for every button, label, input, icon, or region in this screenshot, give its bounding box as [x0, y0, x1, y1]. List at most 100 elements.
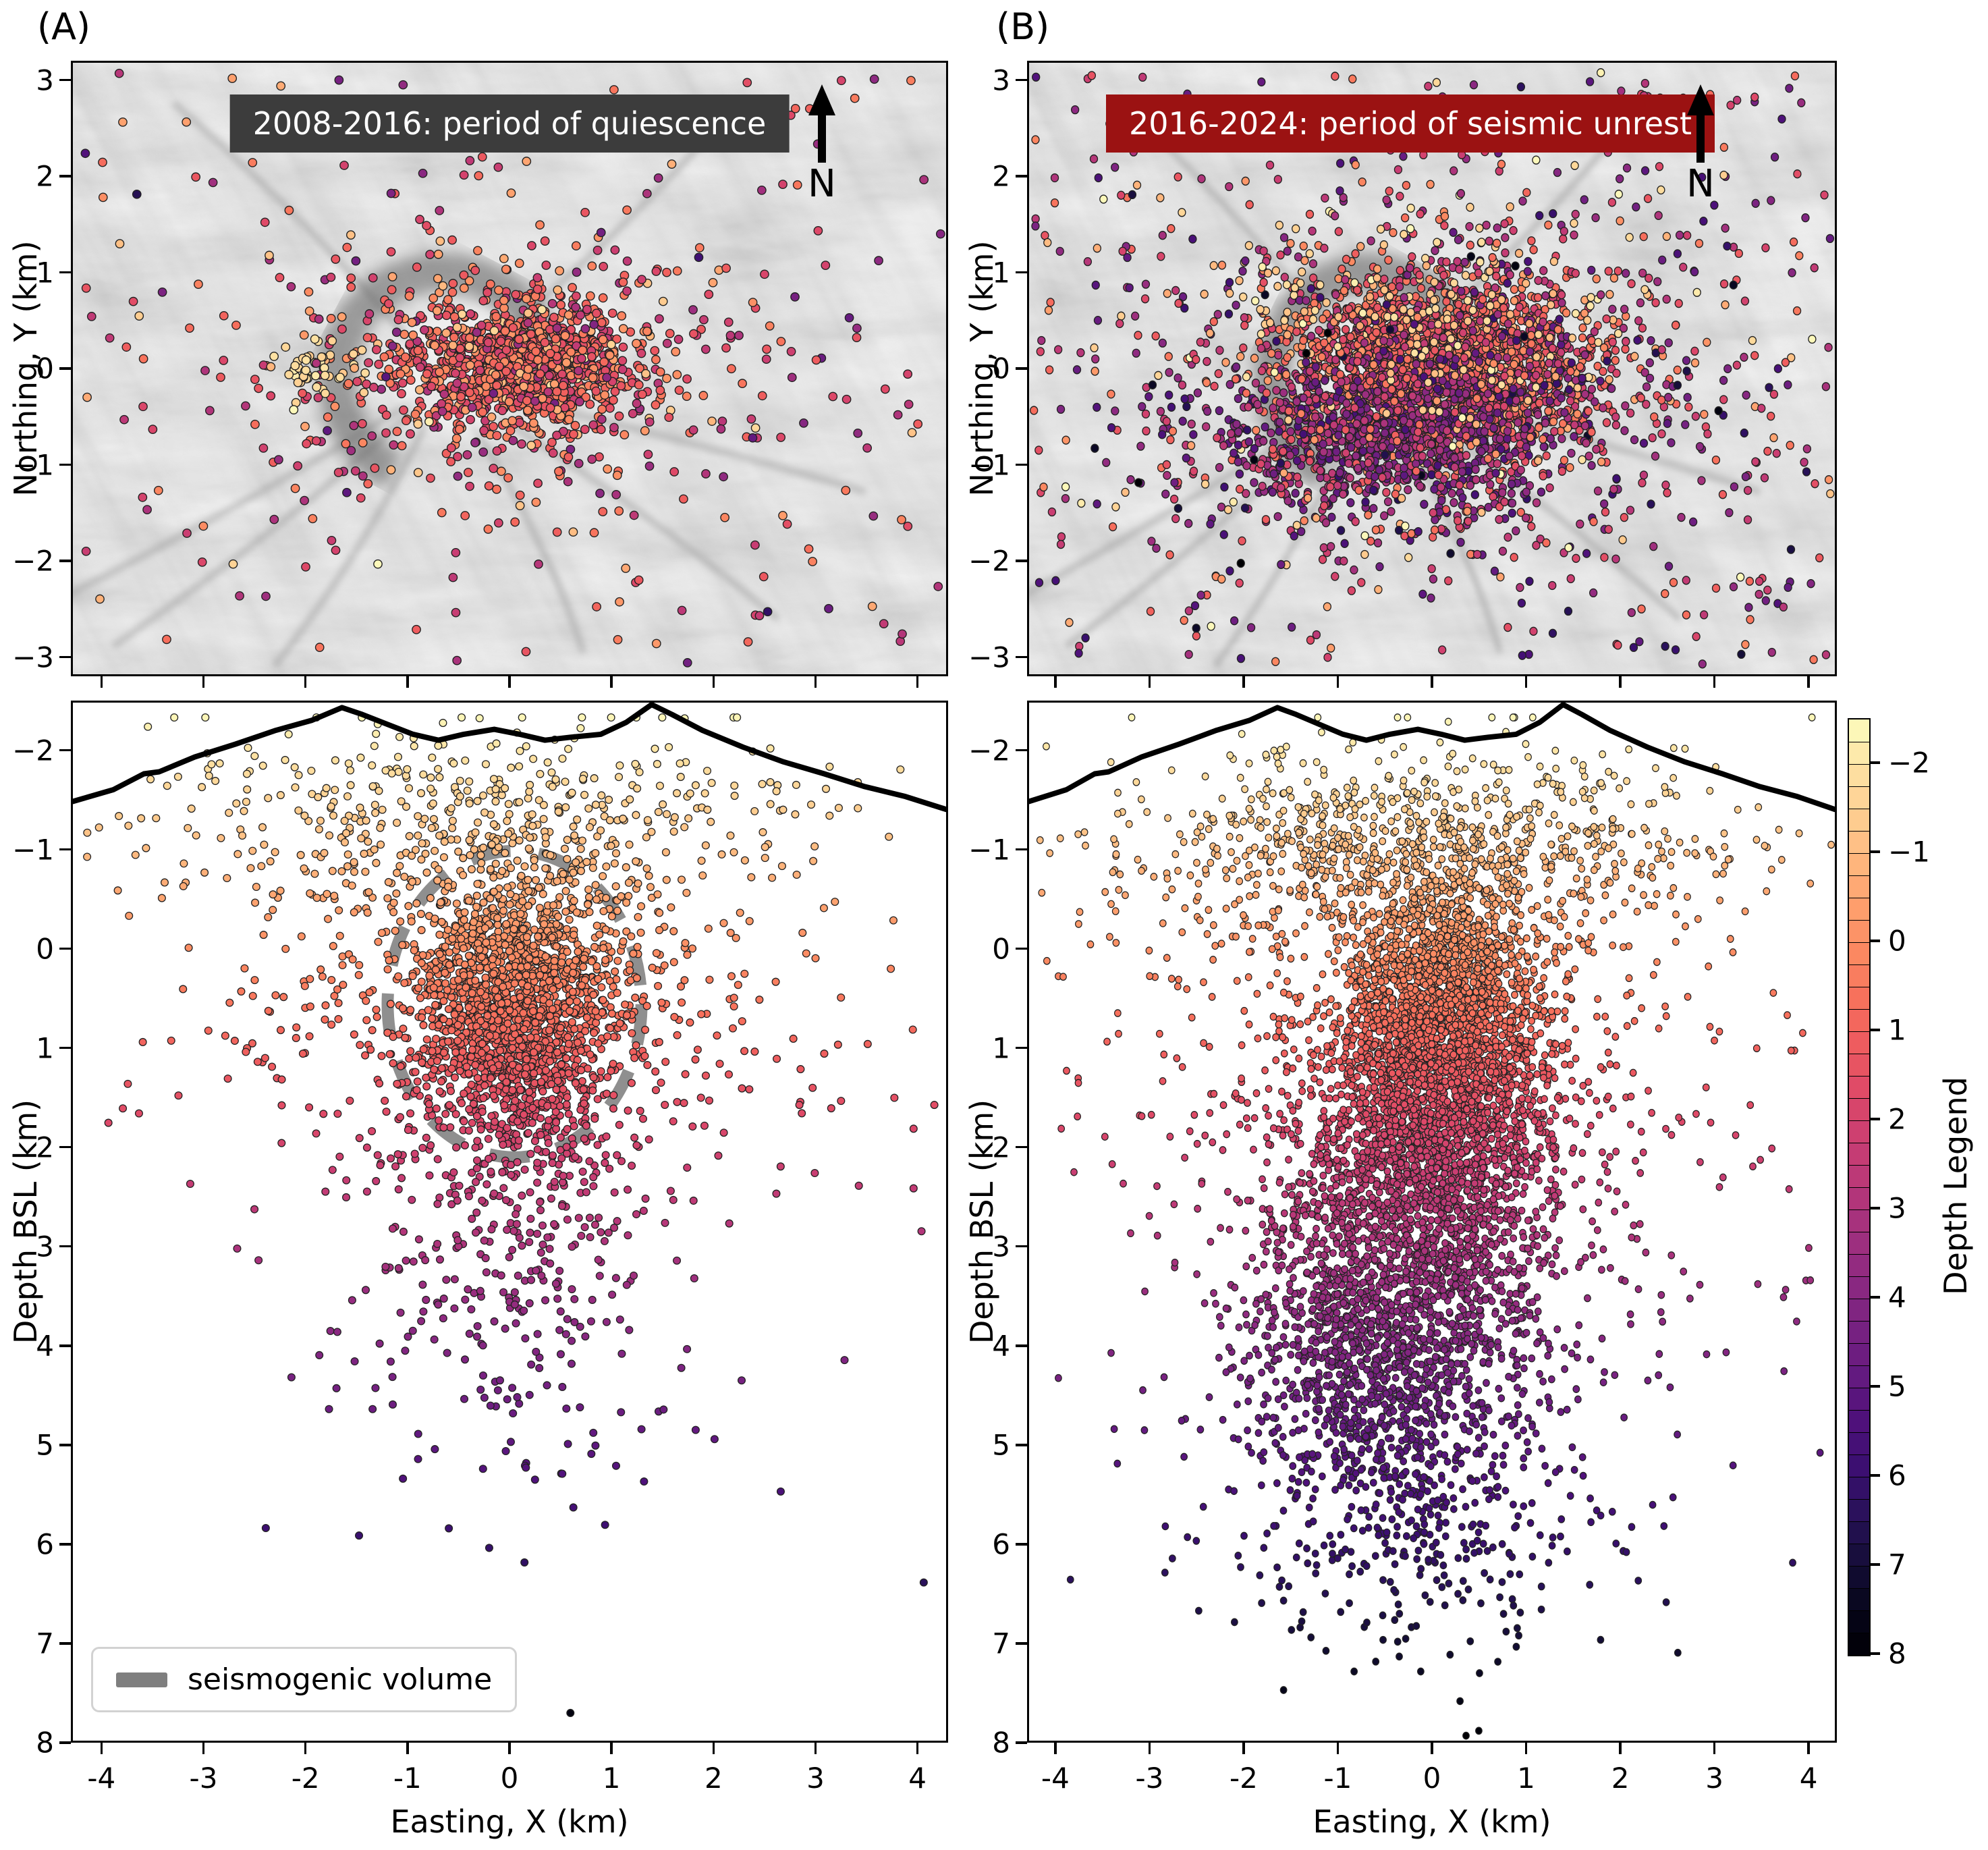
colorbar-segment [1849, 1633, 1869, 1655]
north-letter: N [808, 162, 836, 206]
y-tick-mark [1016, 749, 1027, 752]
colorbar-tick-mark [1870, 761, 1880, 764]
x-tick-label: 1 [602, 1762, 621, 1795]
north-arrow-b: N [1680, 84, 1721, 203]
y-tick-label: −1 [12, 833, 54, 867]
x-tick-label: -3 [189, 1762, 218, 1795]
x-tick-label: 2 [1611, 1762, 1630, 1795]
x-tick-label: 3 [1705, 1762, 1723, 1795]
y-tick-label: 7 [36, 1627, 54, 1660]
x-tick-mark [1619, 676, 1622, 688]
north-letter: N [1686, 162, 1715, 206]
colorbar-tick-label: −1 [1888, 835, 1930, 869]
colorbar-tick-label: 7 [1888, 1548, 1906, 1581]
topography-profile-line [73, 703, 946, 813]
north-arrow-a: N [802, 84, 842, 203]
y-tick-label: −3 [968, 641, 1010, 674]
y-tick-mark [59, 1046, 71, 1050]
x-tick-mark [1054, 1743, 1057, 1754]
colorbar-segment [1849, 831, 1869, 853]
x-tick-mark [304, 1743, 307, 1754]
x-tick-mark [1242, 676, 1245, 688]
y-tick-label: 0 [36, 352, 54, 385]
x-tick-label: -4 [1041, 1762, 1070, 1795]
colorbar-segment [1849, 1544, 1869, 1566]
x-tick-label: -2 [291, 1762, 320, 1795]
colorbar-segment [1849, 1254, 1869, 1276]
topography-profile-line [1029, 703, 1835, 813]
x-tick-label: 1 [1517, 1762, 1535, 1795]
colorbar-tick-label: 8 [1888, 1637, 1906, 1670]
x-tick-mark [712, 1743, 715, 1754]
y-tick-mark [1016, 947, 1027, 950]
colorbar-tick-label: 5 [1888, 1369, 1906, 1403]
y-tick-mark [59, 1642, 71, 1645]
x-tick-label: -1 [393, 1762, 422, 1795]
y-tick-label: 3 [36, 63, 54, 97]
y-tick-label: 6 [992, 1527, 1010, 1561]
colorbar-tick-mark [1870, 1652, 1880, 1655]
x-tick-mark [1148, 1743, 1151, 1754]
x-tick-mark [1054, 676, 1057, 688]
y-tick-mark [1016, 1145, 1027, 1149]
x-tick-mark [1148, 676, 1151, 688]
colorbar-segment [1849, 1566, 1869, 1588]
colorbar-label: Depth Legend [1937, 1077, 1974, 1295]
x-tick-mark [610, 1743, 613, 1754]
x-tick-label: 3 [806, 1762, 825, 1795]
colorbar-segment [1849, 942, 1869, 964]
earthquake-points [1030, 68, 1835, 669]
y-tick-mark [59, 1444, 71, 1446]
y-tick-mark [59, 848, 71, 851]
y-tick-mark [1016, 367, 1027, 370]
x-tick-mark [406, 1743, 409, 1754]
colorbar-tick-mark [1870, 1118, 1880, 1120]
colorbar-segment [1849, 920, 1869, 942]
y-tick-label: −2 [968, 734, 1010, 767]
colorbar-segment [1849, 1232, 1869, 1254]
x-tick-mark [1807, 676, 1810, 688]
colorbar-tick-mark [1870, 940, 1880, 942]
x-tick-mark [916, 1743, 919, 1754]
y-tick-label: −3 [12, 641, 54, 674]
y-tick-mark [1016, 463, 1027, 466]
x-tick-mark [1431, 676, 1433, 688]
y-tick-mark [1016, 1046, 1027, 1050]
y-tick-label: −2 [12, 544, 54, 578]
y-tick-mark [59, 271, 71, 274]
legend-dash-swatch [116, 1672, 167, 1687]
legend-label: seismogenic volume [188, 1662, 493, 1697]
x-tick-mark [406, 676, 409, 688]
x-tick-mark [814, 676, 817, 688]
y-tick-label: 7 [992, 1627, 1010, 1660]
colorbar-segment [1849, 1187, 1869, 1209]
x-tick-label: -3 [1135, 1762, 1164, 1795]
y-tick-label: 2 [992, 1131, 1010, 1164]
y-tick-label: 1 [36, 256, 54, 289]
colorbar-segment [1849, 1209, 1869, 1232]
colorbar-segment [1849, 1009, 1869, 1031]
y-tick-mark [59, 560, 71, 562]
colorbar-segment [1849, 1321, 1869, 1343]
x-tick-mark [202, 1743, 205, 1754]
y-tick-label: 1 [992, 256, 1010, 289]
panel-map-quiescence [71, 61, 948, 676]
y-tick-label: 3 [992, 63, 1010, 97]
x-tick-label: -4 [87, 1762, 116, 1795]
y-tick-mark [1016, 78, 1027, 82]
x-tick-mark [100, 1743, 103, 1754]
y-tick-label: −2 [968, 544, 1010, 578]
y-tick-label: 5 [36, 1428, 54, 1462]
y-tick-label: 1 [992, 1031, 1010, 1065]
y-tick-mark [1016, 848, 1027, 851]
y-tick-mark [59, 1145, 71, 1149]
colorbar-segment [1849, 1388, 1869, 1410]
y-tick-label: 8 [992, 1726, 1010, 1760]
earthquake-points [83, 713, 939, 1717]
colorbar-segment [1849, 853, 1869, 875]
y-tick-label: 2 [36, 159, 54, 193]
colorbar-tick-label: 1 [1888, 1013, 1906, 1047]
colorbar-tick-mark [1870, 850, 1880, 853]
colorbar-segment [1849, 1343, 1869, 1365]
colorbar-tick-label: 4 [1888, 1280, 1906, 1314]
